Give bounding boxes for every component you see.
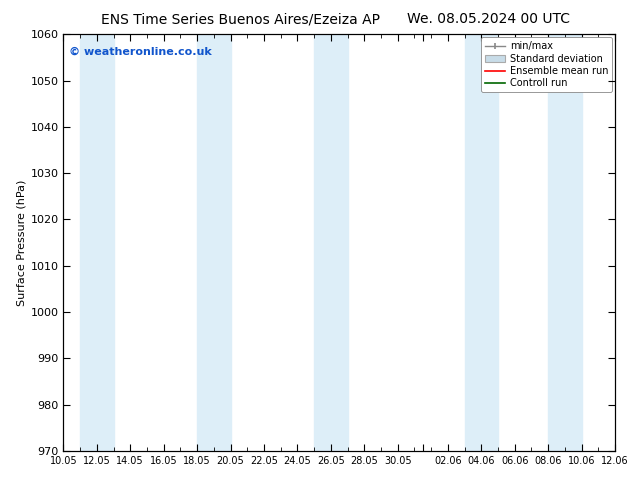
Y-axis label: Surface Pressure (hPa): Surface Pressure (hPa): [16, 179, 26, 306]
Text: ENS Time Series Buenos Aires/Ezeiza AP: ENS Time Series Buenos Aires/Ezeiza AP: [101, 12, 380, 26]
Bar: [197, 34, 231, 451]
Bar: [548, 34, 581, 451]
Bar: [80, 34, 113, 451]
Bar: [314, 34, 347, 451]
Legend: min/max, Standard deviation, Ensemble mean run, Controll run: min/max, Standard deviation, Ensemble me…: [481, 37, 612, 92]
Text: We. 08.05.2024 00 UTC: We. 08.05.2024 00 UTC: [406, 12, 570, 26]
Text: © weatheronline.co.uk: © weatheronline.co.uk: [69, 47, 212, 57]
Bar: [465, 34, 498, 451]
